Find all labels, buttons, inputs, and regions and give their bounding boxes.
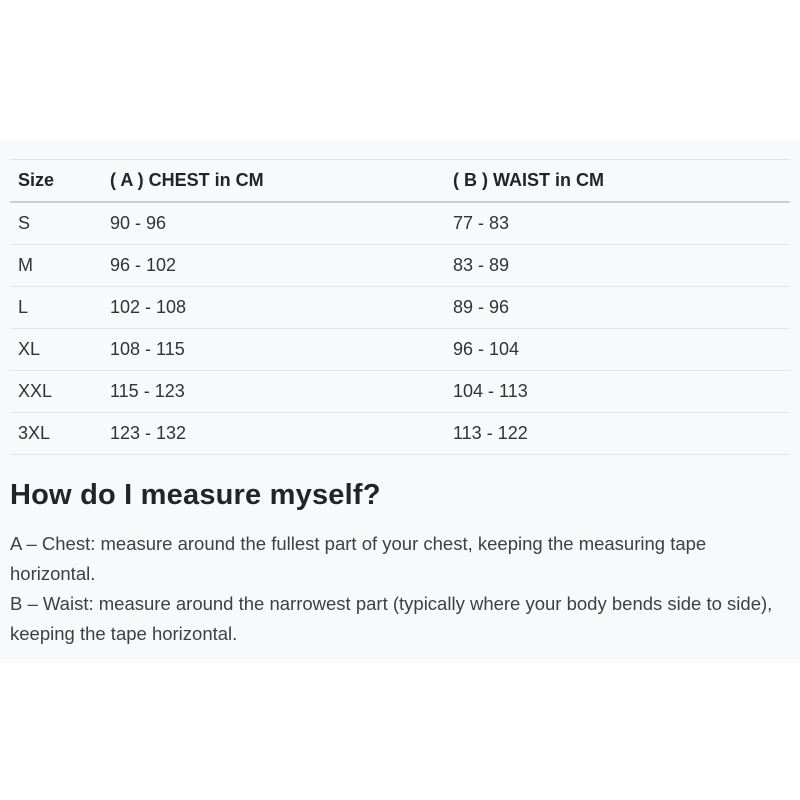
- waist-cell: 77 - 83: [445, 202, 790, 245]
- waist-cell: 113 - 122: [445, 412, 790, 455]
- column-header-waist: ( B ) WAIST in CM: [445, 159, 790, 203]
- table-row: 3XL 123 - 132 113 - 122: [10, 412, 790, 455]
- table-row: S 90 - 96 77 - 83: [10, 202, 790, 245]
- chest-cell: 123 - 132: [102, 412, 445, 455]
- chest-cell: 90 - 96: [102, 202, 445, 245]
- column-header-size: Size: [10, 159, 102, 203]
- size-chart-table: Size ( A ) CHEST in CM ( B ) WAIST in CM…: [10, 159, 790, 455]
- chest-instruction-paragraph: A – Chest: measure around the fullest pa…: [10, 533, 707, 584]
- size-cell: L: [10, 286, 102, 329]
- table-row: XXL 115 - 123 104 - 113: [10, 370, 790, 413]
- column-header-chest: ( A ) CHEST in CM: [102, 159, 445, 203]
- table-row: M 96 - 102 83 - 89: [10, 244, 790, 287]
- chest-cell: 96 - 102: [102, 244, 445, 287]
- chest-cell: 102 - 108: [102, 286, 445, 329]
- waist-cell: 96 - 104: [445, 328, 790, 371]
- table-row: XL 108 - 115 96 - 104: [10, 328, 790, 371]
- size-cell: XXL: [10, 370, 102, 413]
- size-cell: S: [10, 202, 102, 245]
- waist-instruction-paragraph: B – Waist: measure around the narrowest …: [10, 593, 773, 644]
- size-cell: M: [10, 244, 102, 287]
- size-cell: 3XL: [10, 412, 102, 455]
- measure-guide-heading: How do I measure myself?: [10, 479, 381, 511]
- table-header-row: Size ( A ) CHEST in CM ( B ) WAIST in CM: [10, 159, 790, 203]
- size-cell: XL: [10, 328, 102, 371]
- size-guide-section: Size ( A ) CHEST in CM ( B ) WAIST in CM…: [0, 139, 800, 663]
- measure-guide-text: A – Chest: measure around the fullest pa…: [10, 529, 790, 649]
- chest-cell: 115 - 123: [102, 370, 445, 413]
- waist-cell: 83 - 89: [445, 244, 790, 287]
- table-row: L 102 - 108 89 - 96: [10, 286, 790, 329]
- waist-cell: 89 - 96: [445, 286, 790, 329]
- top-whitespace: [0, 0, 800, 139]
- chest-cell: 108 - 115: [102, 328, 445, 371]
- waist-cell: 104 - 113: [445, 370, 790, 413]
